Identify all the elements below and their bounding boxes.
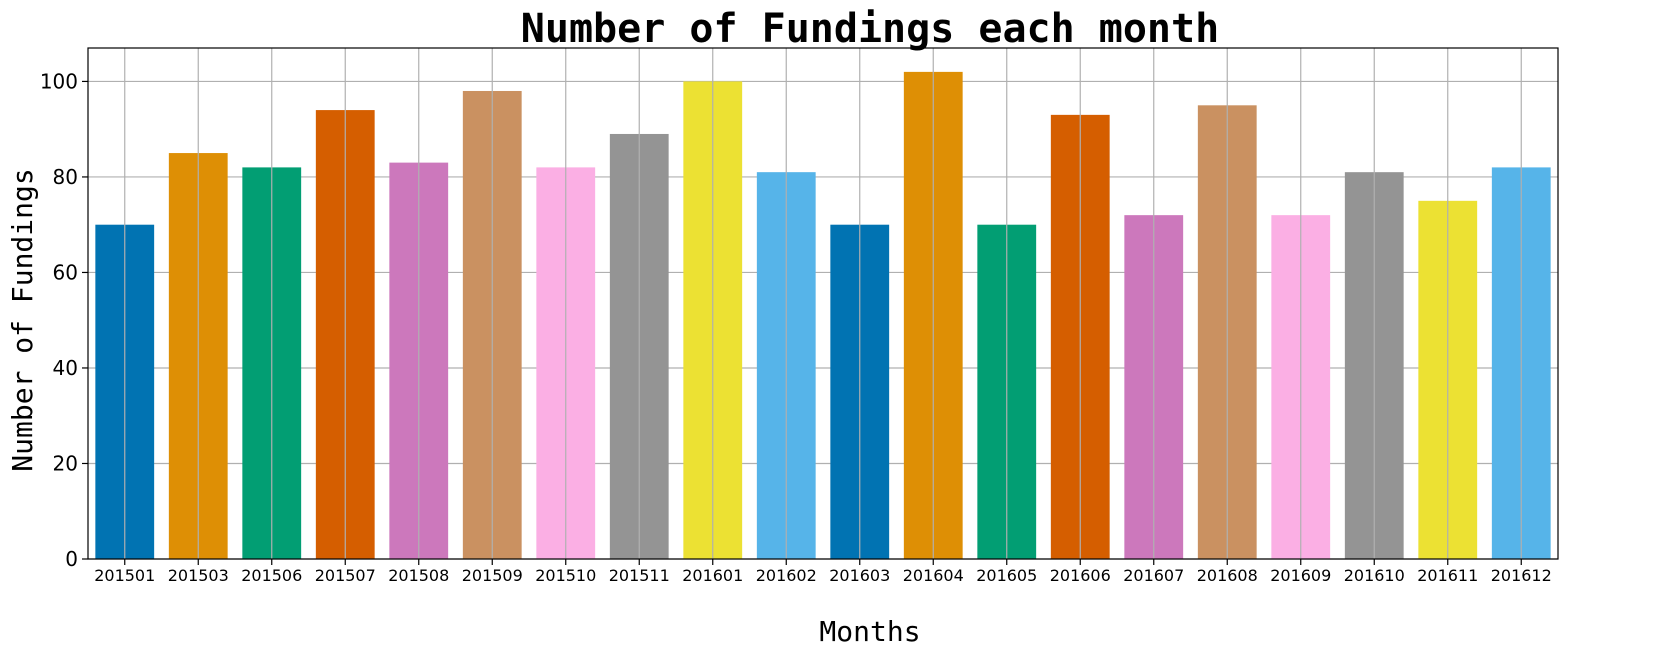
x-tick-label: 201610: [1344, 566, 1405, 585]
x-tick-label: 201605: [976, 566, 1037, 585]
x-axis-ticks: 201501 201503 201506 201507 201508 201509 2015…: [94, 559, 1552, 585]
x-tick-label: 201606: [1050, 566, 1111, 585]
x-tick-label: 201612: [1491, 566, 1552, 585]
x-tick-label: 201609: [1270, 566, 1331, 585]
x-tick-label: 201604: [903, 566, 964, 585]
bars: [95, 71, 1551, 560]
x-tick-label: 201601: [682, 566, 743, 585]
x-tick-label: 201503: [168, 566, 229, 585]
x-tick-label: 201602: [756, 566, 817, 585]
y-tick-label: 40: [53, 356, 78, 380]
x-tick-label: 201501: [94, 566, 155, 585]
y-tick-label: 100: [40, 69, 78, 93]
y-tick-label: 60: [53, 260, 78, 284]
y-axis-ticks: 0 20 40 60 80 100: [40, 69, 88, 571]
plot-frame: [87, 47, 1559, 560]
x-tick-label: 201509: [462, 566, 523, 585]
x-tick-label: 201507: [315, 566, 376, 585]
x-tick-label: 201608: [1197, 566, 1258, 585]
x-tick-label: 201506: [241, 566, 302, 585]
chart-title: Number of Fundings each month: [521, 6, 1219, 52]
y-tick-label: 80: [53, 165, 78, 189]
y-tick-label: 0: [65, 547, 78, 571]
vertical-grid: [124, 48, 1522, 559]
x-tick-label: 201603: [829, 566, 890, 585]
y-axis-label: Number of Fundings: [6, 168, 39, 471]
x-axis-label: Months: [819, 615, 920, 648]
y-tick-label: 20: [53, 451, 78, 475]
x-tick-label: 201508: [388, 566, 449, 585]
x-tick-label: 201611: [1417, 566, 1478, 585]
x-tick-label: 201510: [535, 566, 596, 585]
x-tick-label: 201607: [1123, 566, 1184, 585]
x-tick-label: 201511: [609, 566, 670, 585]
grid: [88, 80, 1558, 560]
